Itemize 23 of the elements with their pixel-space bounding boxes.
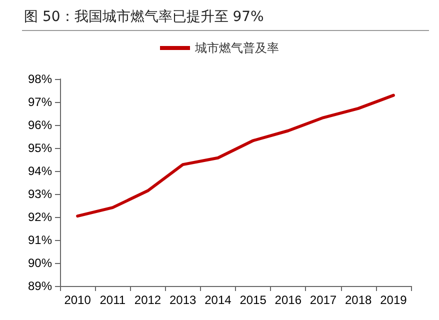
y-tick-label: 97% bbox=[28, 95, 52, 109]
y-tick-label: 90% bbox=[28, 256, 52, 270]
x-tick-label: 2017 bbox=[310, 293, 337, 307]
x-tick-label: 2011 bbox=[100, 293, 126, 307]
y-tick-label: 92% bbox=[28, 210, 52, 224]
x-tick-label: 2015 bbox=[240, 293, 267, 307]
y-tick-label: 93% bbox=[28, 187, 52, 201]
x-tick-label: 2014 bbox=[204, 293, 232, 307]
x-tick-label: 2010 bbox=[64, 293, 92, 307]
x-tick-label: 2019 bbox=[380, 293, 408, 307]
x-tick-label: 2018 bbox=[345, 293, 372, 307]
x-tick-label: 2016 bbox=[274, 293, 302, 307]
chart-title: 图 50：我国城市燃气率已提升至 97% bbox=[22, 0, 429, 31]
line-series bbox=[76, 94, 395, 218]
y-tick-label: 89% bbox=[28, 279, 52, 293]
y-tick-label: 95% bbox=[28, 141, 52, 155]
legend-label: 城市燃气普及率 bbox=[194, 41, 279, 55]
y-tick-label: 98% bbox=[28, 72, 52, 86]
y-tick-label: 91% bbox=[28, 233, 52, 247]
x-tick-label: 2012 bbox=[134, 293, 162, 307]
y-tick-label: 94% bbox=[28, 164, 52, 178]
y-tick-label: 96% bbox=[28, 118, 52, 132]
x-tick-label: 2013 bbox=[170, 293, 197, 307]
